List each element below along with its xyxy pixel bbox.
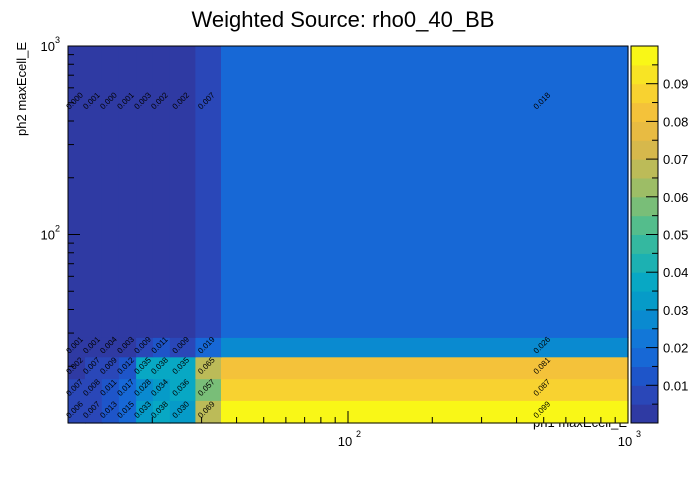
y-axis-label: ph2 maxEcell_E bbox=[14, 42, 29, 136]
colorbar-swatch bbox=[631, 404, 658, 424]
x-tick-label-exponent: 2 bbox=[356, 429, 361, 439]
colorbar-tick-label: 0.04 bbox=[663, 265, 688, 280]
colorbar-tick-label: 0.05 bbox=[663, 228, 688, 243]
colorbar-swatch bbox=[631, 177, 658, 198]
heatmap-cell bbox=[169, 46, 196, 338]
colorbar-swatch bbox=[631, 291, 658, 311]
heatmap-cell bbox=[118, 400, 137, 424]
heatmap-cell bbox=[152, 378, 171, 401]
heatmap-cell bbox=[68, 378, 86, 401]
heatmap-cell bbox=[221, 356, 629, 380]
y-tick-label: 10 bbox=[41, 228, 55, 243]
heatmap-cell bbox=[85, 46, 103, 338]
colorbar-swatch bbox=[631, 64, 658, 85]
heatmap-cell bbox=[118, 46, 137, 338]
heatmap-cell bbox=[195, 356, 222, 380]
heatmap-cell bbox=[85, 337, 103, 358]
x-axis: 10 2 10 3 bbox=[67, 411, 641, 449]
heatmap-cell bbox=[68, 356, 86, 380]
heatmap-cell bbox=[68, 337, 86, 358]
x-tick-label: 10 bbox=[618, 434, 632, 449]
colorbar-swatch bbox=[631, 272, 658, 292]
heatmap-cell bbox=[85, 356, 103, 380]
colorbar-tick-label: 0.06 bbox=[663, 190, 688, 205]
x-tick-label-exponent: 3 bbox=[636, 429, 641, 439]
colorbar-swatch bbox=[631, 121, 658, 141]
colorbar-swatch bbox=[631, 46, 658, 66]
heatmap-cell bbox=[118, 337, 137, 358]
colorbar-swatch bbox=[631, 159, 658, 179]
heatmap-cell bbox=[118, 378, 137, 401]
heatmap-cell bbox=[85, 400, 103, 424]
heatmap-cell bbox=[152, 337, 171, 358]
colorbar-tick-label: 0.02 bbox=[663, 341, 688, 356]
heatmap-cell bbox=[101, 46, 120, 338]
heatmap-cell bbox=[152, 356, 171, 380]
heatmap-cell bbox=[221, 400, 629, 424]
heatmap-cell bbox=[136, 46, 154, 338]
colorbar-swatch bbox=[631, 347, 658, 367]
colorbar-tick-label: 0.08 bbox=[663, 114, 688, 129]
heatmap-cell bbox=[136, 356, 154, 380]
heatmap-cell bbox=[169, 378, 196, 401]
chart-title: Weighted Source: rho0_40_BB bbox=[192, 7, 495, 32]
y-tick-label-exponent: 2 bbox=[55, 224, 60, 234]
x-tick-label: 10 bbox=[338, 434, 352, 449]
heatmap-cell bbox=[152, 46, 171, 338]
colorbar-swatch bbox=[631, 196, 658, 217]
heatmap-cell bbox=[195, 378, 222, 401]
heatmap-cell bbox=[195, 46, 222, 338]
heatmap-cell bbox=[68, 46, 86, 338]
heatmap-cell bbox=[221, 378, 629, 401]
colorbar-swatch bbox=[631, 309, 658, 330]
heatmap-cell bbox=[221, 46, 629, 338]
y-tick-label: 10 bbox=[41, 39, 55, 54]
heatmap-cell bbox=[152, 400, 171, 424]
heatmap-cell bbox=[118, 356, 137, 380]
heatmap-cell bbox=[136, 378, 154, 401]
colorbar-swatch bbox=[631, 83, 658, 104]
heatmap-cell bbox=[136, 337, 154, 358]
heatmap-cell bbox=[101, 400, 120, 424]
heatmap-cell bbox=[195, 337, 222, 358]
colorbar-swatch bbox=[631, 102, 658, 122]
heatmap-cell bbox=[169, 356, 196, 380]
colorbar-swatch bbox=[631, 140, 658, 160]
heatmap-cell bbox=[221, 337, 629, 358]
colorbar-swatch bbox=[631, 215, 658, 235]
heatmap-cell bbox=[68, 400, 86, 424]
colorbar-tick-label: 0.01 bbox=[663, 378, 688, 393]
heatmap-cells bbox=[68, 46, 629, 424]
colorbar: 0.01 0.02 0.03 0.04 0.05 0.06 0.07 0.08 0.09 bbox=[630, 45, 688, 424]
colorbar-swatch bbox=[631, 253, 658, 273]
colorbar-tick-label: 0.03 bbox=[663, 303, 688, 318]
colorbar-swatch bbox=[631, 385, 658, 405]
heatmap-cell bbox=[136, 400, 154, 424]
colorbar-swatch bbox=[631, 234, 658, 254]
colorbar-tick-label: 0.07 bbox=[663, 152, 688, 167]
y-tick-label-exponent: 3 bbox=[55, 35, 60, 45]
heatmap-cell bbox=[169, 400, 196, 424]
colorbar-swatch bbox=[631, 366, 658, 386]
heatmap-cell bbox=[101, 337, 120, 358]
colorbar-swatch bbox=[631, 328, 658, 349]
heatmap-cell bbox=[85, 378, 103, 401]
heatmap-cell bbox=[101, 356, 120, 380]
heatmap-cell bbox=[101, 378, 120, 401]
heatmap-cell bbox=[169, 337, 196, 358]
colorbar-tick-label: 0.09 bbox=[663, 77, 688, 92]
